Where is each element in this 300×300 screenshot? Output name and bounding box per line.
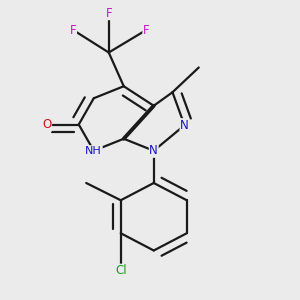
Text: F: F (105, 7, 112, 20)
Text: N: N (149, 144, 158, 157)
Text: N: N (180, 119, 189, 132)
Text: F: F (70, 23, 76, 37)
Text: O: O (42, 118, 52, 131)
Text: NH: NH (85, 146, 102, 156)
Text: F: F (143, 23, 150, 37)
Text: Cl: Cl (115, 264, 127, 277)
